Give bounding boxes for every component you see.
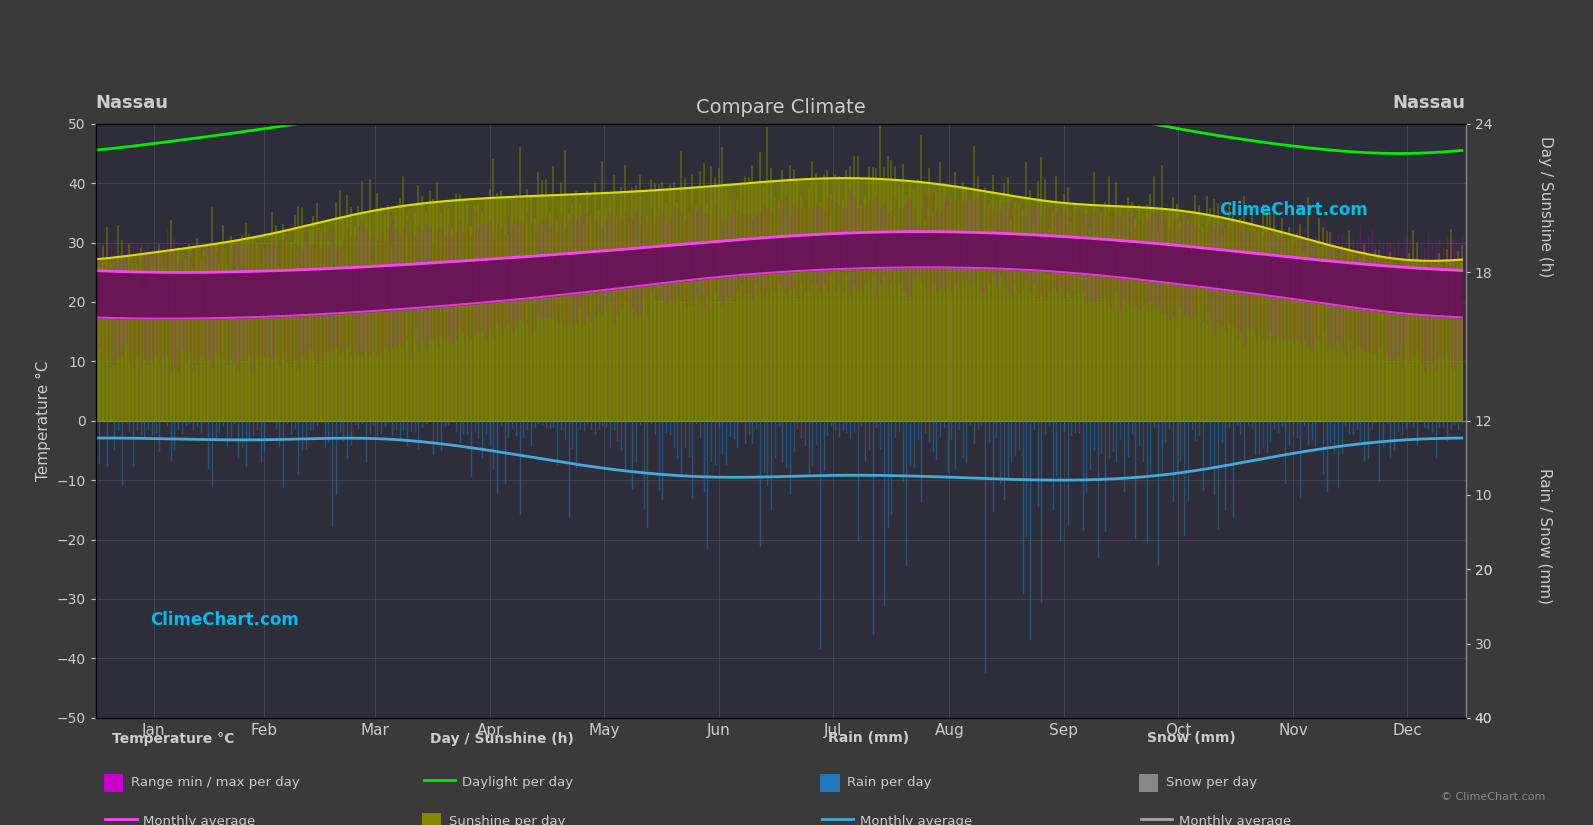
Text: Nassau: Nassau <box>1392 94 1466 112</box>
Text: © ClimeChart.com: © ClimeChart.com <box>1440 792 1545 802</box>
Text: Temperature °C: Temperature °C <box>112 732 234 746</box>
Text: Monthly average: Monthly average <box>143 815 255 825</box>
Text: Day / Sunshine (h): Day / Sunshine (h) <box>430 732 573 746</box>
Text: Nassau: Nassau <box>96 94 169 112</box>
Text: ClimeChart.com: ClimeChart.com <box>1219 201 1368 219</box>
Text: Monthly average: Monthly average <box>1179 815 1290 825</box>
Text: ClimeChart.com: ClimeChart.com <box>150 610 299 629</box>
Title: Compare Climate: Compare Climate <box>696 97 865 116</box>
Text: Snow (mm): Snow (mm) <box>1147 732 1236 746</box>
Text: Snow per day: Snow per day <box>1166 776 1257 789</box>
Text: Range min / max per day: Range min / max per day <box>131 776 299 789</box>
Text: Sunshine per day: Sunshine per day <box>449 815 566 825</box>
Text: Rain (mm): Rain (mm) <box>828 732 910 746</box>
Text: Rain / Snow (mm): Rain / Snow (mm) <box>1537 469 1553 604</box>
Text: Day / Sunshine (h): Day / Sunshine (h) <box>1537 135 1553 277</box>
Text: Rain per day: Rain per day <box>847 776 932 789</box>
Text: Daylight per day: Daylight per day <box>462 776 573 789</box>
Text: Monthly average: Monthly average <box>860 815 972 825</box>
Y-axis label: Temperature °C: Temperature °C <box>37 361 51 481</box>
